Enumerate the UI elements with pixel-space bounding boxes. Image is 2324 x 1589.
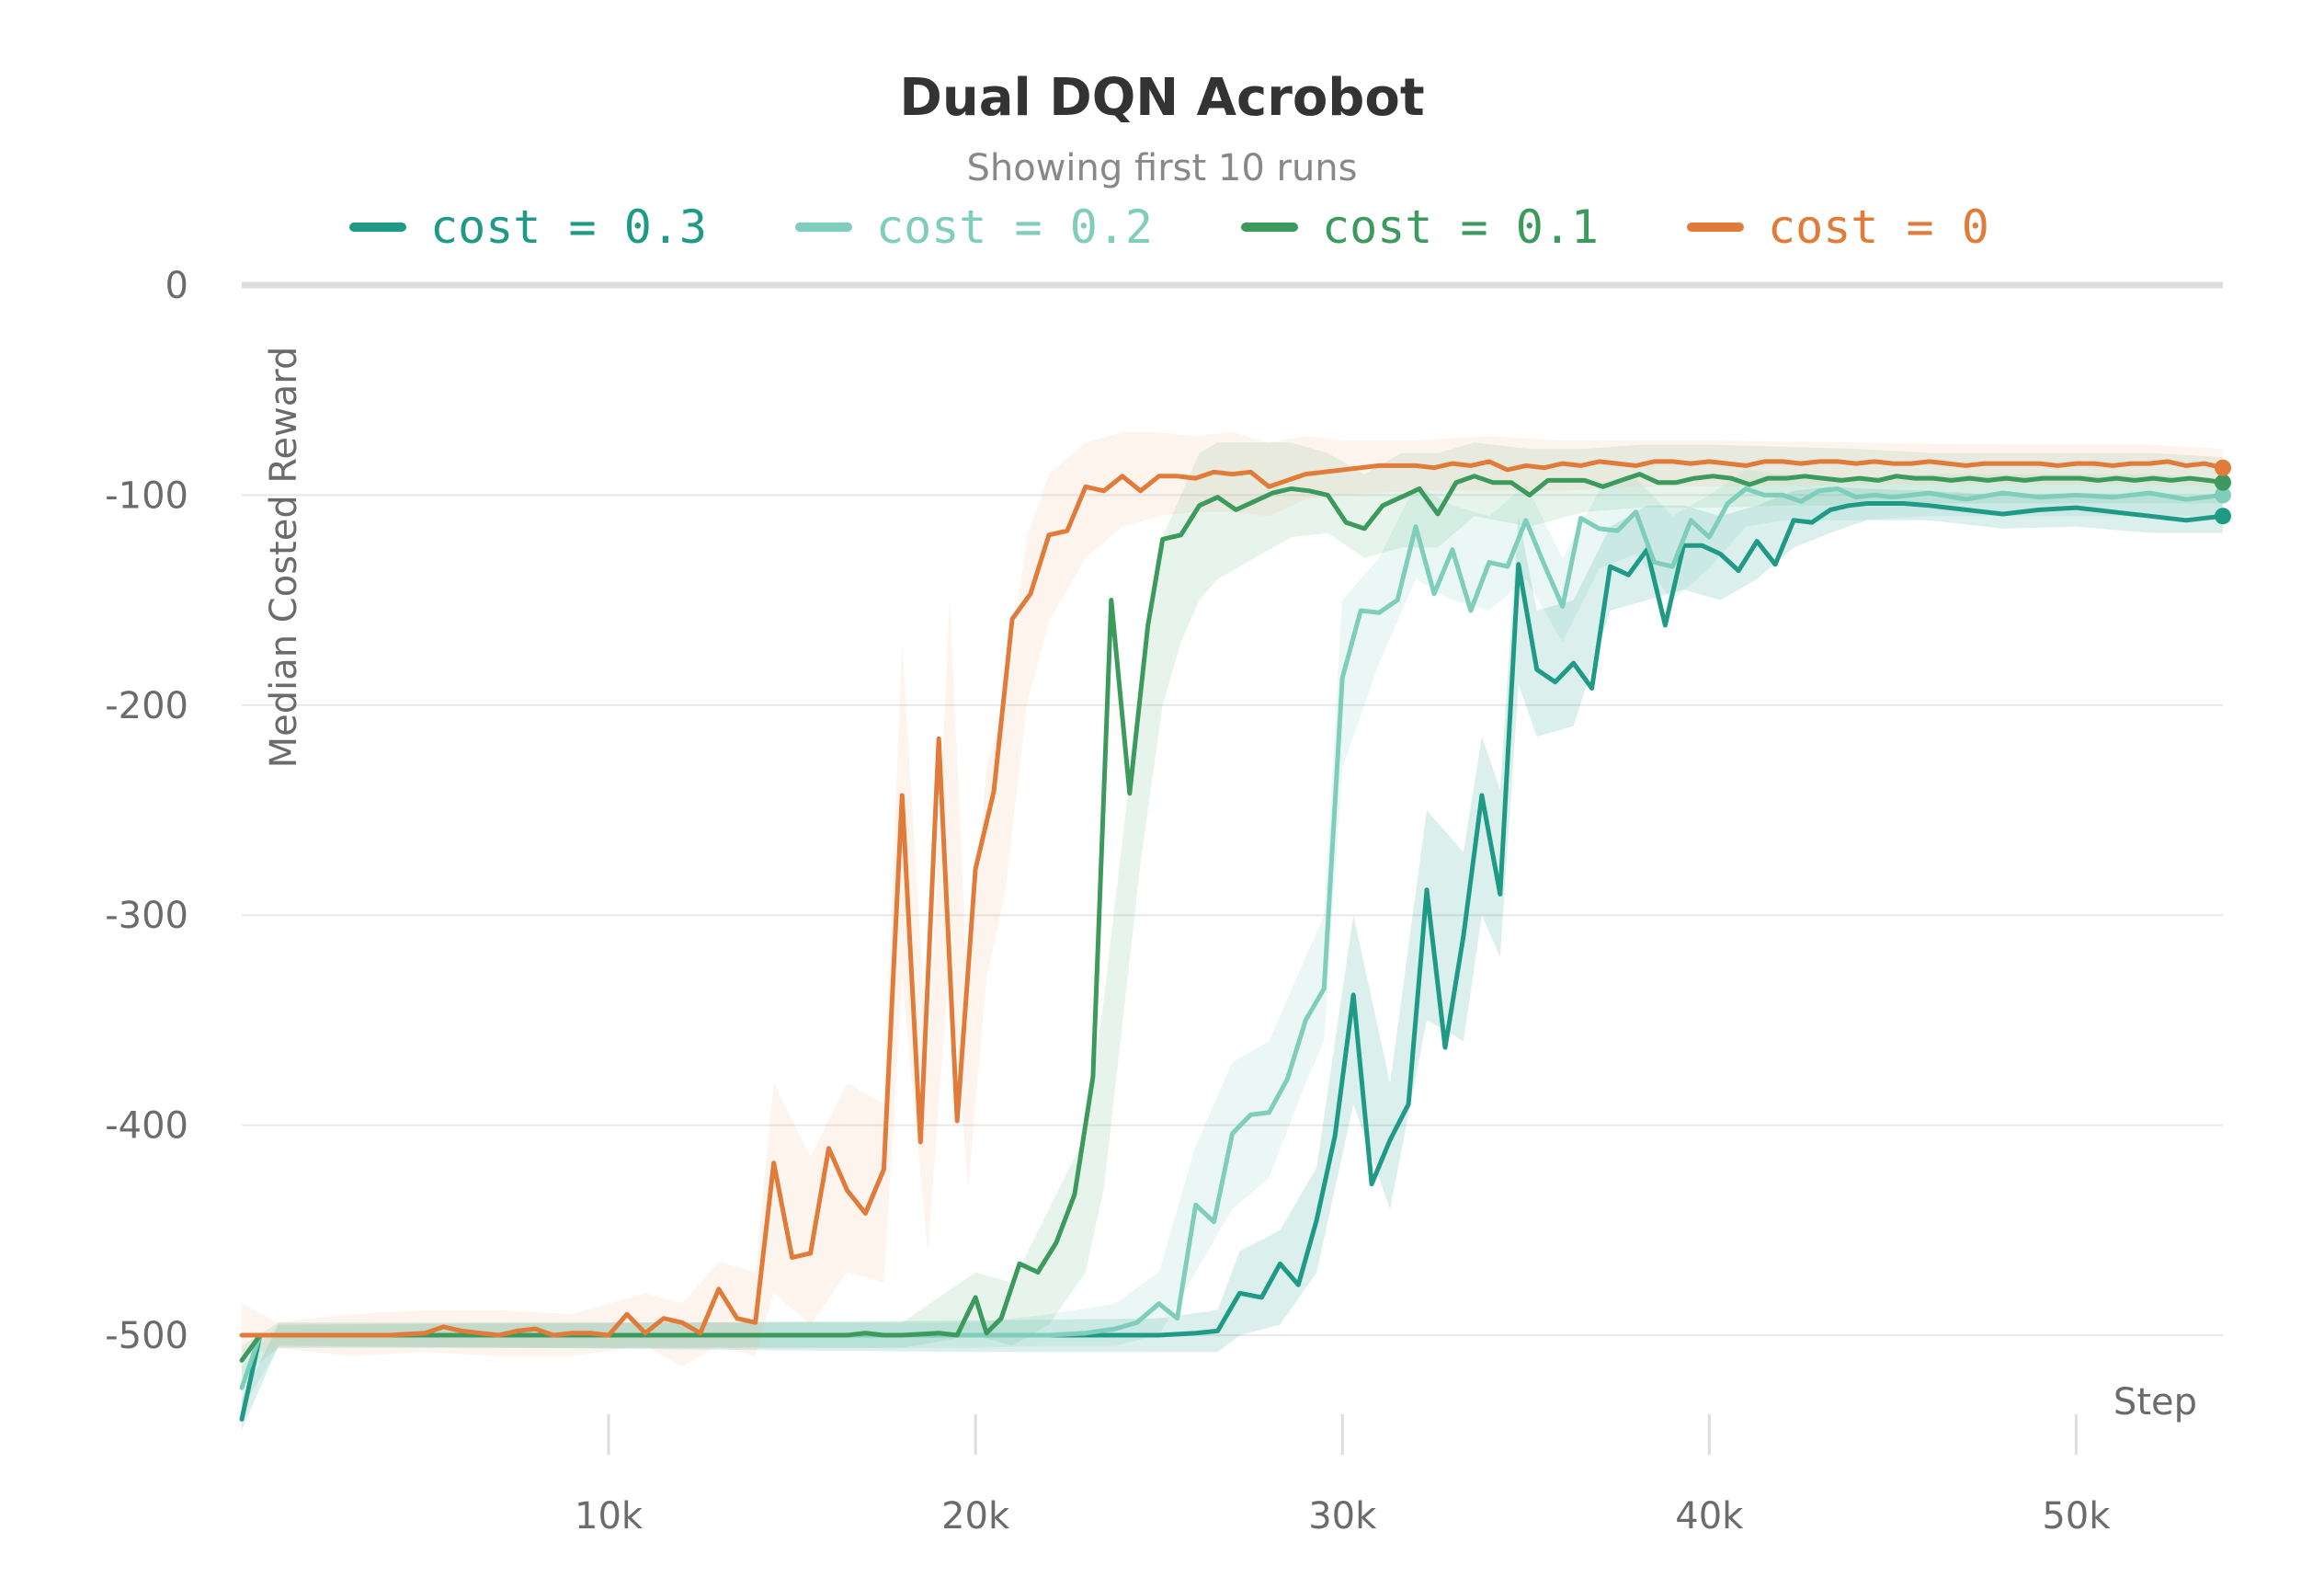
y-tick-label: -500	[105, 1315, 188, 1357]
series-endpoints	[2215, 459, 2231, 525]
series-lines	[239, 459, 2226, 1422]
y-tick-label: -100	[105, 474, 188, 517]
series-line-cost-0-2	[239, 486, 2226, 1390]
x-tick-label: 20k	[941, 1495, 1010, 1538]
y-axis-label: Median Costed Reward	[263, 347, 305, 769]
y-tick-label: -200	[105, 685, 188, 727]
series-endpoint	[2215, 474, 2231, 491]
band-cost-0	[242, 431, 2223, 1367]
y-tick-label: -300	[105, 895, 188, 937]
legend-label: cost = 0.1	[1322, 200, 1599, 254]
chart-title: Dual DQN Acrobot	[899, 68, 1424, 128]
x-tick-label: 10k	[575, 1495, 644, 1538]
series-line-cost-0-3	[239, 501, 2226, 1422]
grid-lines	[242, 281, 2223, 1336]
series-endpoint	[2215, 486, 2231, 504]
chart-subtitle: Showing first 10 runs	[967, 147, 1358, 189]
error-bands	[242, 431, 2223, 1430]
x-tick-label: 30k	[1308, 1495, 1377, 1538]
x-axis: 10k 20k 30k 40k 50k	[575, 1414, 2111, 1538]
y-axis: 0 -100 -200 -300 -400 -500	[105, 265, 188, 1357]
series-line-cost-0	[239, 459, 2226, 1338]
legend-item[interactable]: cost = 0.3	[349, 200, 707, 254]
legend-item[interactable]: cost = 0	[1687, 200, 1989, 254]
series-endpoint	[2215, 508, 2231, 525]
band-cost-0-2	[242, 470, 2223, 1409]
legend-label: cost = 0	[1768, 200, 1989, 254]
legend-item[interactable]: cost = 0.2	[795, 200, 1153, 254]
series-line-cost-0-1	[239, 472, 2226, 1363]
legend: cost = 0.3 cost = 0.2 cost = 0.1 cost = 0	[349, 200, 1989, 254]
x-tick-label: 50k	[2042, 1495, 2111, 1538]
legend-label: cost = 0.3	[430, 200, 707, 254]
y-tick-label: -400	[105, 1105, 188, 1148]
band-cost-0-3	[242, 486, 2223, 1430]
series-endpoint	[2215, 459, 2231, 476]
x-tick-label: 40k	[1675, 1495, 1744, 1538]
legend-label: cost = 0.2	[876, 200, 1153, 254]
legend-item[interactable]: cost = 0.1	[1241, 200, 1599, 254]
band-cost-0-1	[242, 442, 2223, 1378]
x-axis-label: Step	[2113, 1381, 2197, 1423]
y-tick-label: 0	[165, 265, 188, 307]
